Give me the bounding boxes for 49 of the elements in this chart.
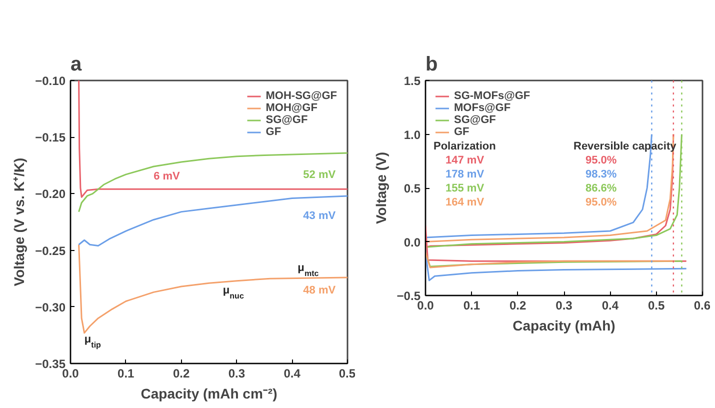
y-tick-label: −0.15 xyxy=(35,130,66,145)
legend-label: MOH@GF xyxy=(266,102,318,114)
x-axis-title: Capacity (mAh) xyxy=(512,318,616,334)
y-tick-label: 1.5 xyxy=(404,74,421,88)
annotation: 95.0% xyxy=(586,154,617,166)
x-tick-label: 0.3 xyxy=(228,366,246,380)
y-axis-title: Voltage (V) xyxy=(372,152,389,224)
legend-label: GF xyxy=(454,126,470,138)
legend-label: SG-MOFs@GF xyxy=(454,90,530,102)
x-tick-label: 0.5 xyxy=(338,366,356,380)
legend-label: MOH-SG@GF xyxy=(266,90,337,102)
y-tick-label: −0.30 xyxy=(35,300,66,314)
y-tick-label: −0.10 xyxy=(35,74,66,88)
x-tick-label: 0.0 xyxy=(417,298,434,312)
annotation: 147 mV xyxy=(446,154,485,166)
x-tick-label: 0.1 xyxy=(463,298,480,312)
y-tick-label: 0.5 xyxy=(404,182,421,196)
y-tick-label: 0.0 xyxy=(404,235,421,250)
legend-label: GF xyxy=(266,126,282,138)
x-tick-label: 0.5 xyxy=(648,298,665,312)
annotation: 155 mV xyxy=(446,182,485,194)
x-axis-title: Capacity (mAh cm⁻²) xyxy=(140,386,278,402)
chart-title: b xyxy=(426,54,438,76)
x-tick-label: 0.0 xyxy=(62,366,80,380)
annotation: 6 mV xyxy=(154,170,181,182)
y-axis-title: Voltage (V vs. K⁺/K) xyxy=(11,158,28,286)
x-tick-label: 0.1 xyxy=(118,366,135,380)
x-tick-label: 0.2 xyxy=(509,298,526,312)
x-tick-label: 0.6 xyxy=(694,298,711,312)
annotation: 178 mV xyxy=(446,168,485,180)
legend-label: MOFs@GF xyxy=(454,102,511,114)
legend-label: SG@GF xyxy=(266,114,308,126)
x-tick-label: 0.2 xyxy=(172,366,190,380)
legend-label: SG@GF xyxy=(454,114,496,126)
annotation: 43 mV xyxy=(303,210,336,222)
annotation: 164 mV xyxy=(446,196,485,208)
y-tick-label: 1.0 xyxy=(404,128,421,142)
annotation: 86.6% xyxy=(586,182,617,194)
annotation: 48 mV xyxy=(303,284,336,297)
x-tick-label: 0.3 xyxy=(556,298,573,312)
annotation: Polarization xyxy=(434,140,496,152)
annotation: 98.3% xyxy=(586,168,617,180)
y-tick-label: −0.20 xyxy=(35,187,66,202)
annotation: 95.0% xyxy=(586,196,617,208)
x-tick-label: 0.4 xyxy=(284,366,301,380)
x-tick-label: 0.4 xyxy=(602,298,619,312)
annotation: 52 mV xyxy=(303,169,336,182)
y-tick-label: −0.25 xyxy=(35,244,66,258)
chart-title: a xyxy=(70,54,82,76)
